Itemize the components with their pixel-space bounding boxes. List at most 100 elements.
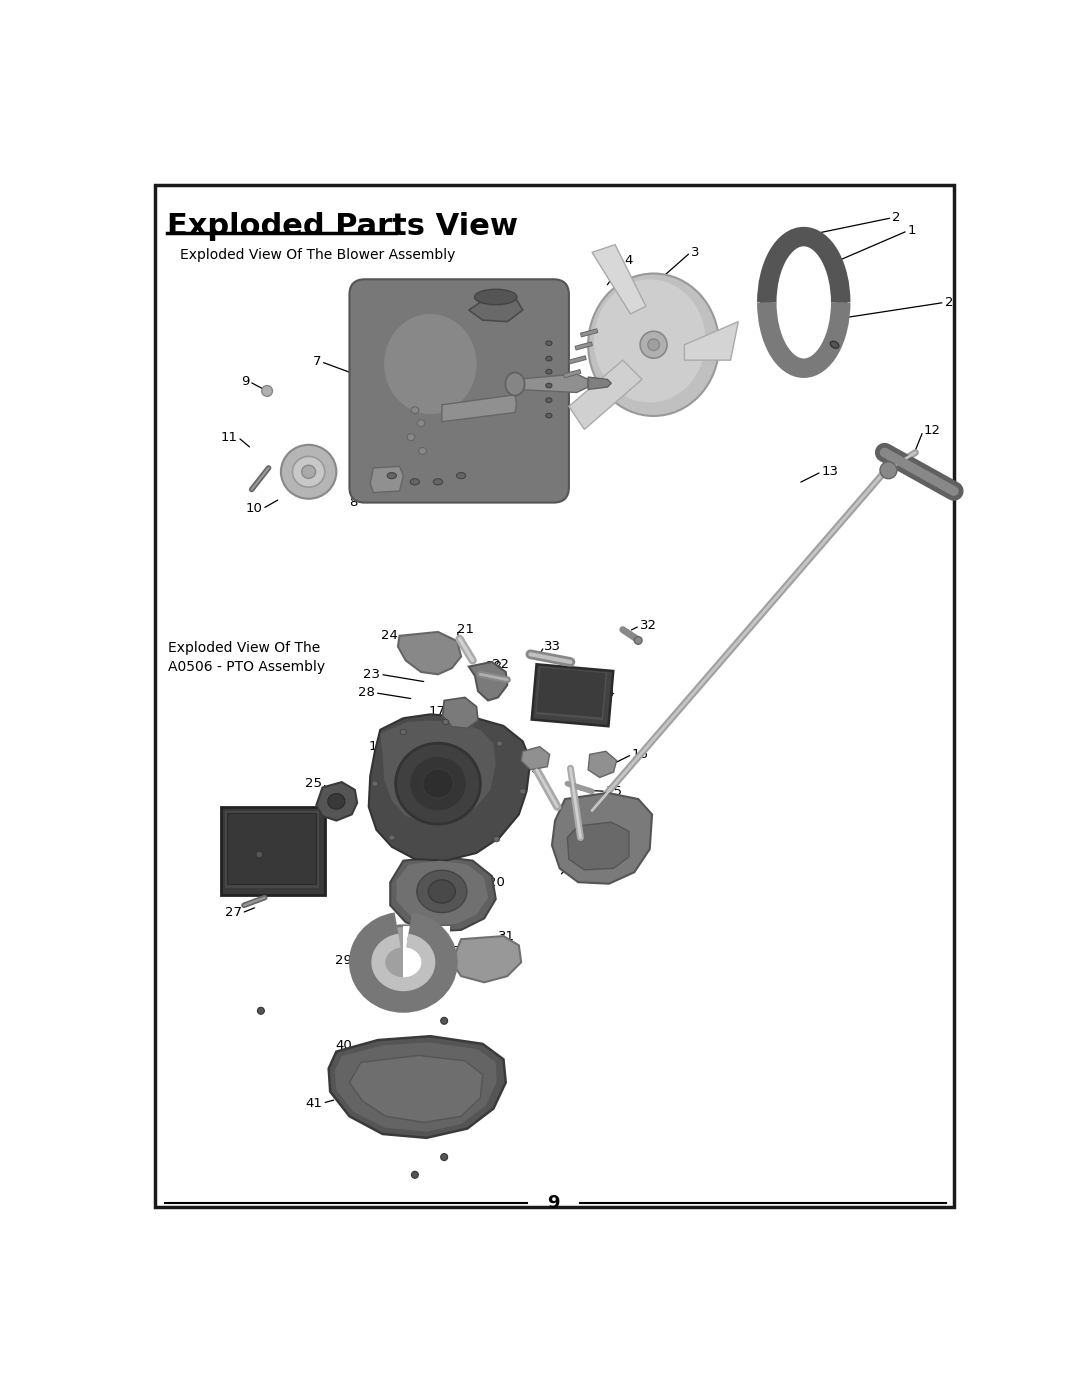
- Ellipse shape: [545, 369, 552, 374]
- Bar: [569, 356, 586, 363]
- Ellipse shape: [594, 279, 705, 402]
- Text: 9: 9: [548, 1194, 559, 1213]
- Ellipse shape: [545, 383, 552, 388]
- Text: 6: 6: [364, 342, 373, 355]
- Text: Exploded View Of The Blower Assembly: Exploded View Of The Blower Assembly: [180, 249, 456, 263]
- Ellipse shape: [441, 1017, 447, 1024]
- Polygon shape: [396, 861, 488, 925]
- Text: 10: 10: [245, 503, 262, 515]
- Ellipse shape: [410, 479, 419, 485]
- Text: 19: 19: [368, 740, 386, 753]
- Text: 15: 15: [606, 785, 623, 798]
- Ellipse shape: [395, 743, 481, 824]
- Text: 17: 17: [429, 704, 446, 718]
- Text: 13: 13: [822, 465, 838, 478]
- Ellipse shape: [457, 472, 465, 479]
- Polygon shape: [370, 467, 403, 493]
- Polygon shape: [515, 374, 589, 393]
- Text: 30: 30: [444, 944, 461, 958]
- Ellipse shape: [772, 242, 835, 363]
- Ellipse shape: [545, 414, 552, 418]
- Polygon shape: [589, 752, 617, 778]
- Text: 34: 34: [513, 763, 530, 777]
- Text: Exploded View Of The
A0506 - PTO Assembly: Exploded View Of The A0506 - PTO Assembl…: [168, 641, 326, 673]
- Polygon shape: [592, 244, 646, 314]
- Text: 1: 1: [907, 225, 916, 237]
- Text: 37: 37: [504, 747, 522, 761]
- Ellipse shape: [497, 740, 502, 746]
- Text: 32: 32: [639, 619, 657, 633]
- Ellipse shape: [372, 781, 378, 787]
- Polygon shape: [522, 746, 550, 770]
- Ellipse shape: [401, 729, 406, 735]
- Text: 11: 11: [220, 430, 238, 444]
- Bar: [225, 810, 319, 887]
- Polygon shape: [397, 631, 461, 675]
- Text: 33: 33: [544, 640, 562, 652]
- Text: 8: 8: [350, 496, 357, 509]
- Ellipse shape: [519, 789, 526, 793]
- Text: 26: 26: [252, 807, 269, 821]
- Text: 40: 40: [335, 1039, 352, 1052]
- Ellipse shape: [640, 331, 667, 358]
- Ellipse shape: [411, 1171, 418, 1178]
- Text: 2: 2: [892, 211, 901, 224]
- Ellipse shape: [634, 637, 642, 644]
- Ellipse shape: [474, 289, 517, 305]
- Ellipse shape: [417, 870, 467, 912]
- Ellipse shape: [407, 433, 415, 440]
- Ellipse shape: [387, 472, 396, 479]
- Ellipse shape: [441, 1154, 447, 1161]
- Ellipse shape: [261, 386, 272, 397]
- Text: 28: 28: [357, 686, 375, 700]
- Text: 5: 5: [435, 278, 444, 291]
- Ellipse shape: [422, 768, 454, 798]
- Ellipse shape: [545, 341, 552, 345]
- Ellipse shape: [589, 274, 719, 416]
- Ellipse shape: [257, 1007, 265, 1014]
- Bar: [536, 666, 607, 719]
- Polygon shape: [316, 782, 357, 820]
- Ellipse shape: [409, 756, 467, 812]
- Polygon shape: [567, 823, 629, 870]
- Text: 41: 41: [306, 1097, 323, 1109]
- Polygon shape: [442, 395, 516, 422]
- Text: Exploded Parts View: Exploded Parts View: [167, 212, 518, 242]
- Polygon shape: [368, 714, 530, 861]
- Ellipse shape: [433, 479, 443, 485]
- Polygon shape: [552, 793, 652, 884]
- Polygon shape: [569, 360, 642, 429]
- Text: 22: 22: [491, 658, 509, 671]
- Bar: [575, 342, 593, 351]
- Text: 3: 3: [690, 246, 699, 258]
- Polygon shape: [443, 697, 478, 728]
- Polygon shape: [685, 321, 739, 360]
- Bar: [580, 328, 598, 337]
- Text: 7: 7: [312, 355, 321, 369]
- FancyBboxPatch shape: [350, 279, 569, 503]
- Text: 39: 39: [473, 1076, 489, 1088]
- Ellipse shape: [384, 314, 476, 414]
- Text: 35: 35: [619, 821, 636, 835]
- Text: 25: 25: [306, 777, 323, 791]
- Text: 16: 16: [632, 747, 649, 761]
- Ellipse shape: [761, 231, 846, 373]
- Bar: [220, 806, 325, 895]
- Bar: [564, 370, 581, 377]
- Ellipse shape: [389, 835, 395, 840]
- Ellipse shape: [545, 398, 552, 402]
- Ellipse shape: [505, 373, 525, 395]
- Text: 29: 29: [335, 954, 352, 967]
- Text: 24: 24: [381, 629, 397, 641]
- Bar: [403, 926, 449, 999]
- Ellipse shape: [648, 339, 660, 351]
- Bar: [537, 668, 606, 718]
- Ellipse shape: [417, 420, 424, 426]
- Ellipse shape: [293, 457, 325, 488]
- Ellipse shape: [419, 447, 427, 454]
- Ellipse shape: [363, 926, 444, 999]
- Polygon shape: [469, 298, 523, 321]
- Ellipse shape: [443, 719, 449, 725]
- Ellipse shape: [328, 793, 345, 809]
- Polygon shape: [390, 856, 496, 932]
